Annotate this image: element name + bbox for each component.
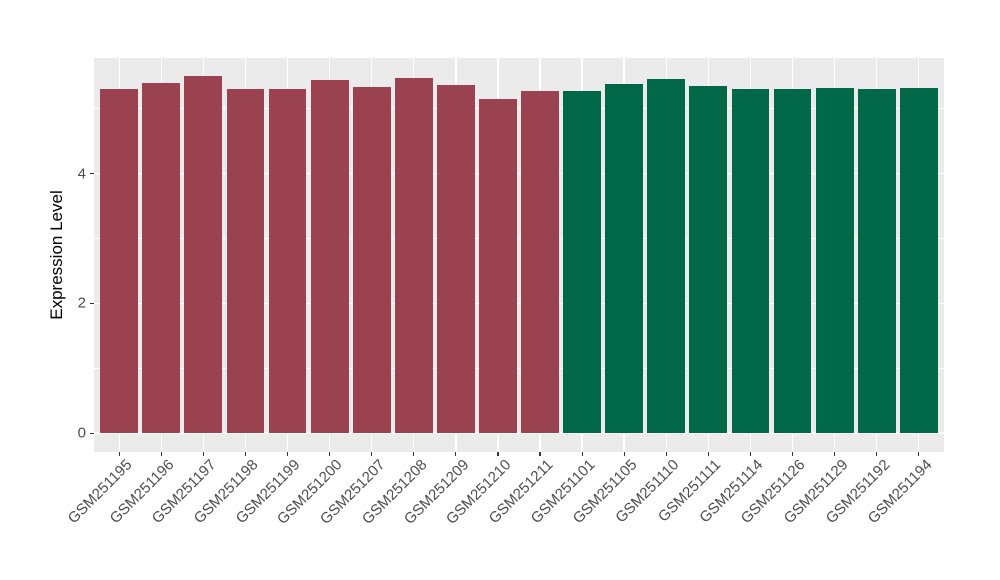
bar-GSM251110 — [647, 79, 686, 434]
major-gridline-horizontal — [94, 302, 944, 305]
bar-GSM251192 — [857, 88, 896, 434]
minor-gridline-horizontal — [94, 108, 944, 109]
bar-GSM251209 — [436, 84, 475, 434]
x-axis-tick — [665, 452, 667, 456]
bar-GSM251207 — [352, 86, 391, 434]
bar-GSM251196 — [142, 83, 181, 434]
x-axis-tick — [539, 452, 541, 456]
y-tick-label: 4 — [77, 165, 86, 183]
x-axis-tick — [707, 452, 709, 456]
bar-GSM251129 — [815, 87, 854, 434]
bar-GSM251126 — [773, 89, 812, 434]
x-axis-tick — [876, 452, 878, 456]
x-axis-tick — [918, 452, 920, 456]
bar-GSM251197 — [184, 75, 223, 434]
bar-GSM251111 — [689, 85, 728, 434]
y-axis-tick — [90, 302, 94, 304]
x-axis-tick — [244, 452, 247, 456]
x-axis-tick — [623, 452, 625, 456]
x-axis-tick — [455, 452, 457, 456]
y-axis-tick — [90, 432, 94, 434]
x-axis-tick — [413, 452, 415, 456]
bar-GSM251198 — [226, 89, 265, 434]
bar-GSM251105 — [605, 83, 644, 434]
minor-gridline-horizontal — [94, 238, 944, 239]
plot-panel — [94, 58, 944, 452]
x-axis-tick — [833, 452, 836, 456]
x-axis-tick — [749, 452, 752, 456]
x-axis-tick — [329, 452, 331, 456]
y-tick-label: 0 — [77, 424, 86, 442]
minor-gridline-horizontal — [94, 367, 944, 369]
bar-GSM251114 — [731, 88, 770, 434]
x-axis-tick — [202, 452, 204, 456]
bar-GSM251199 — [268, 88, 307, 434]
y-tick-label: 2 — [77, 294, 86, 312]
x-axis-tick — [497, 452, 499, 456]
major-gridline-horizontal — [94, 172, 944, 175]
bar-GSM251200 — [310, 80, 349, 434]
x-axis-tick — [791, 452, 794, 456]
bar-GSM251195 — [100, 89, 139, 434]
x-axis-tick — [160, 452, 162, 456]
major-gridline-horizontal — [94, 432, 944, 434]
bar-GSM251208 — [394, 78, 433, 434]
x-axis-tick — [286, 452, 289, 456]
bar-GSM251194 — [899, 87, 938, 434]
x-axis-tick — [371, 452, 373, 456]
x-axis-tick — [581, 452, 583, 456]
y-axis-tick — [90, 172, 94, 175]
bar-GSM251101 — [563, 91, 602, 434]
bar-GSM251211 — [521, 91, 559, 434]
x-axis-tick — [118, 452, 120, 456]
bar-GSM251210 — [479, 98, 517, 434]
